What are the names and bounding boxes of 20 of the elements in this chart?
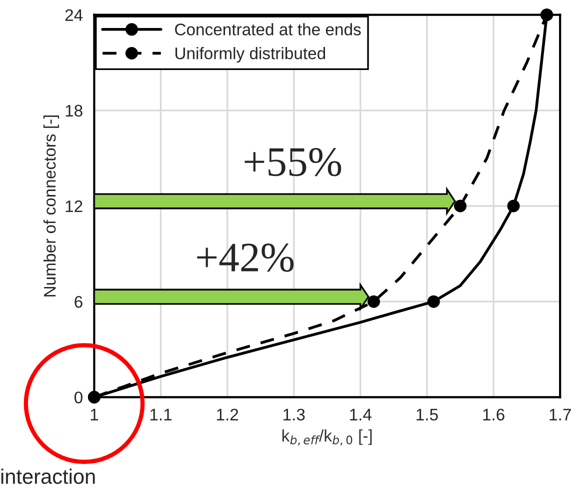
x-tick-label: 1.4 bbox=[350, 408, 372, 420]
y-axis-title: Number of connectors [-] bbox=[43, 115, 60, 296]
x-tick-label: 1 bbox=[90, 408, 98, 420]
y-tick-label: 24 bbox=[65, 9, 83, 21]
x-tick-label: 1.1 bbox=[150, 408, 172, 420]
annotation: +42% bbox=[197, 244, 294, 272]
x-tick-label: 1.3 bbox=[284, 408, 305, 421]
y-tick-label: 0 bbox=[74, 392, 82, 404]
x-tick-label: 1.6 bbox=[483, 408, 504, 421]
y-tick-label: 12 bbox=[66, 200, 82, 212]
text: interaction bbox=[1, 468, 95, 484]
legend-label: Uniformly distributed bbox=[176, 47, 326, 63]
y-tick-label: 6 bbox=[74, 296, 82, 308]
x-tick-label: 1.5 bbox=[416, 408, 438, 421]
x-axis-title: k$_{b,eff}$/k$_{b,0}$ [-] bbox=[282, 429, 372, 446]
annotation: +55% bbox=[244, 148, 342, 176]
x-tick-label: 1.7 bbox=[550, 408, 571, 420]
y-tick-label: 18 bbox=[66, 104, 82, 117]
x-tick-label: 1.2 bbox=[217, 408, 238, 420]
legend-label: Concentrated at the ends bbox=[175, 23, 361, 36]
